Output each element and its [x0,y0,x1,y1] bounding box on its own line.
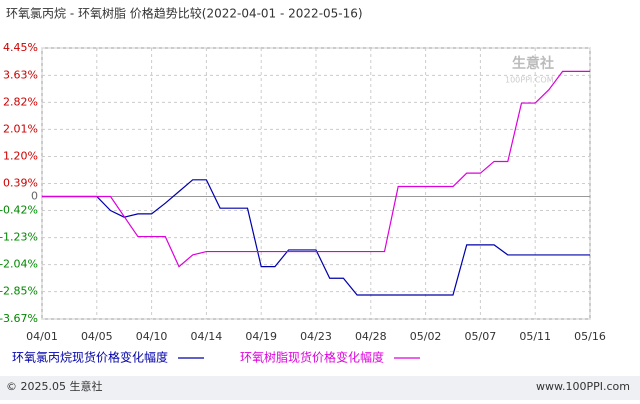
watermark: 生意社 [512,55,554,72]
chart-title: 环氧氯丙烷 - 环氧树脂 价格趋势比较(2022-04-01 - 2022-05… [6,6,363,21]
y-tick-label: -0.42% [0,204,38,217]
x-tick-label: 04/14 [191,330,223,343]
x-tick-label: 05/16 [574,330,606,343]
footer-left: © 2025.05 生意社 [6,379,102,393]
x-tick-label: 05/02 [410,330,442,343]
legend-label: 环氧树脂现货价格变化幅度 [240,350,384,365]
y-tick-label: 3.63% [3,68,38,81]
x-tick-label: 04/23 [300,330,332,343]
x-tick-label: 05/07 [465,330,497,343]
x-tick-label: 04/01 [26,330,58,343]
y-tick-label: 2.82% [3,95,38,108]
series-line [42,70,590,268]
x-tick-label: 05/11 [519,330,551,343]
y-tick-label: 1.20% [3,149,38,162]
series-line [42,179,590,296]
x-tick-label: 04/19 [245,330,277,343]
y-tick-label: 4.45% [3,41,38,54]
footer-right: www.100PPI.com [536,380,630,393]
legend-label: 环氧氯丙烷现货价格变化幅度 [12,350,168,365]
y-tick-label: 0.39% [3,177,38,190]
y-tick-label: -3.67% [0,312,38,325]
x-tick-label: 04/05 [81,330,113,343]
x-tick-label: 04/28 [355,330,387,343]
y-tick-label: 2.01% [3,122,38,135]
y-tick-label: -1.23% [0,231,38,244]
x-tick-label: 04/10 [136,330,168,343]
y-tick-label: -2.04% [0,258,38,271]
y-tick-label: -2.85% [0,285,38,298]
y-tick-label: 0 [31,190,38,203]
watermark-sub: 100PPI.COM [505,76,554,85]
footer-band [0,376,640,400]
